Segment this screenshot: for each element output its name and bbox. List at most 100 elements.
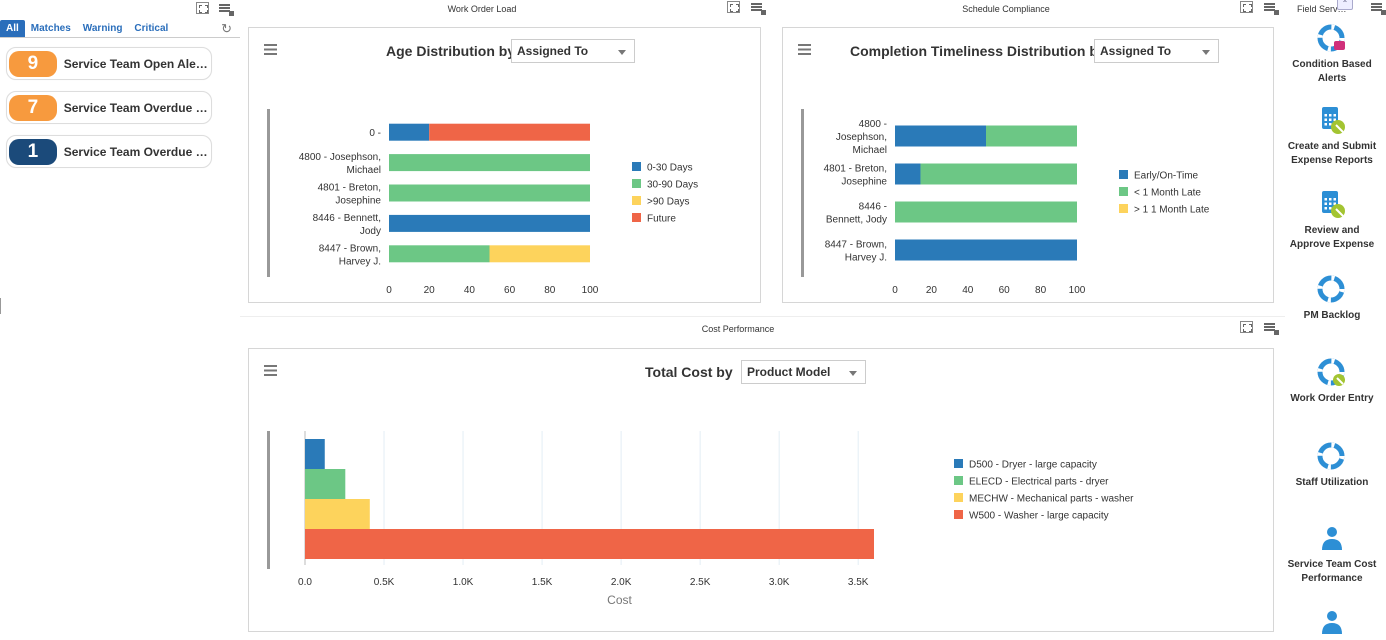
app-tile[interactable]: Service Team Cost Performance: [1285, 524, 1379, 586]
app-tile[interactable]: Staff Utilization: [1285, 442, 1379, 490]
alert-label: Service Team Open Ale…: [63, 56, 208, 71]
pane-controls: [727, 1, 766, 15]
legend-label[interactable]: Early/On-Time: [1134, 171, 1199, 182]
expand-icon[interactable]: [196, 2, 209, 14]
app-tile[interactable]: Create and Submit Expense Reports: [1285, 106, 1379, 168]
expand-icon[interactable]: [1240, 321, 1253, 333]
category-label: 4801 - Breton,: [318, 183, 381, 194]
x-tick-label: 80: [544, 285, 556, 296]
bar-segment[interactable]: [389, 184, 590, 202]
chart-axis-rule: [801, 109, 804, 277]
legend-swatch: [632, 196, 641, 205]
category-label: 8447 - Brown,: [319, 243, 381, 254]
pane-menu-icon[interactable]: [1371, 1, 1386, 15]
pane-menu-icon[interactable]: [751, 1, 766, 15]
bar-segment[interactable]: [429, 123, 590, 141]
chart-axis-rule: [267, 431, 270, 569]
bar-segment[interactable]: [895, 163, 921, 185]
tab-warning[interactable]: Warning: [82, 23, 123, 34]
alert-label: Service Team Overdue …: [63, 144, 208, 159]
pane-title-cost-performance: Cost Performance: [701, 324, 775, 334]
bar-segment[interactable]: [489, 245, 591, 263]
x-tick-label: 100: [582, 285, 599, 296]
app-tile[interactable]: Work Order Entry: [1285, 358, 1379, 406]
bar-segment[interactable]: [305, 499, 370, 529]
legend-swatch: [1119, 170, 1128, 179]
alert-card-overdue[interactable]: 7 Service Team Overdue …: [6, 91, 212, 124]
bar-segment[interactable]: [986, 125, 1077, 147]
expand-icon[interactable]: [1240, 1, 1253, 13]
bar-segment[interactable]: [389, 245, 490, 263]
refresh-icon[interactable]: ↻: [221, 21, 232, 36]
alert-card-open-alerts[interactable]: 9 Service Team Open Ale…: [6, 47, 212, 80]
bar-segment[interactable]: [389, 123, 430, 141]
chevron-down-icon: [1202, 50, 1210, 55]
alert-card-overdue-critical[interactable]: 1 Service Team Overdue …: [6, 135, 212, 168]
assigned-to-select[interactable]: Assigned To: [1094, 39, 1219, 63]
app-tile[interactable]: [1285, 608, 1379, 638]
select-value: Product Model: [747, 365, 831, 379]
chart-menu-icon[interactable]: [264, 44, 277, 55]
alerts-pane-controls: [196, 2, 234, 16]
tab-all[interactable]: All: [0, 20, 25, 37]
legend-label[interactable]: Future: [647, 214, 676, 225]
app-label: Create and Submit Expense Reports: [1287, 141, 1377, 166]
pane-title-work-order-load: Work Order Load: [447, 4, 517, 14]
x-axis-title: Cost: [607, 593, 632, 607]
bar-segment[interactable]: [305, 529, 874, 559]
app-label: Work Order Entry: [1290, 393, 1374, 404]
bar-segment[interactable]: [305, 469, 346, 499]
alerts-panel: All Matches Warning Critical ↻ 9 Service…: [0, 0, 240, 640]
category-label: 8446 - Bennett,: [313, 213, 381, 224]
x-tick-label: 60: [999, 285, 1011, 296]
expand-icon[interactable]: [727, 1, 740, 13]
bar-segment[interactable]: [389, 154, 590, 172]
select-value: Assigned To: [517, 44, 589, 58]
app-tile[interactable]: Review and Approve Expense: [1285, 190, 1379, 252]
alert-count-badge: 7: [9, 94, 57, 121]
x-tick-label: 80: [1035, 285, 1047, 296]
pane-menu-icon[interactable]: [1264, 321, 1279, 335]
category-label: 0 -: [369, 128, 381, 139]
assigned-to-select[interactable]: Assigned To: [511, 39, 635, 63]
chart-menu-icon[interactable]: [798, 44, 811, 55]
product-model-select[interactable]: Product Model: [741, 360, 866, 384]
app-tile[interactable]: PM Backlog: [1285, 275, 1379, 323]
legend-label[interactable]: >90 Days: [647, 197, 690, 208]
calculator-icon: [1322, 191, 1345, 218]
x-tick-label: 0: [892, 285, 898, 296]
resize-handle[interactable]: [0, 298, 1, 314]
bar-segment[interactable]: [895, 125, 986, 147]
x-tick-label: 60: [504, 285, 516, 296]
bar-segment[interactable]: [895, 239, 1077, 261]
age-distribution-plot: 0 - 4800 - Josephson, Michael 4801 - Breton…: [267, 109, 698, 302]
legend-label[interactable]: < 1 Month Late: [1134, 188, 1201, 199]
legend-label[interactable]: MECHW - Mechanical parts - washer: [969, 494, 1134, 505]
legend-label[interactable]: 0-30 Days: [647, 163, 693, 174]
bar-segment[interactable]: [389, 214, 590, 232]
legend-label[interactable]: ELECD - Electrical parts - dryer: [969, 477, 1109, 488]
bar-segment[interactable]: [895, 201, 1077, 223]
pane-menu-icon[interactable]: [219, 2, 234, 16]
bar-segment[interactable]: [305, 439, 325, 469]
chart-menu-icon[interactable]: [264, 365, 277, 376]
legend-label[interactable]: W500 - Washer - large capacity: [969, 511, 1109, 522]
app-tile[interactable]: Condition Based Alerts: [1285, 24, 1379, 86]
alert-count-badge: 9: [9, 50, 57, 77]
pane-menu-icon[interactable]: [1264, 1, 1279, 15]
tab-critical[interactable]: Critical: [134, 23, 169, 34]
legend-label[interactable]: 30-90 Days: [647, 180, 698, 191]
legend-label[interactable]: D500 - Dryer - large capacity: [969, 460, 1097, 471]
collapse-icon[interactable]: ⌃: [1337, 0, 1353, 10]
completion-timeliness-chart-card: Completion Timeliness Distribution by As…: [782, 27, 1274, 303]
x-tick-label: 0.5K: [374, 577, 395, 588]
x-tick-label: 20: [424, 285, 436, 296]
x-axis-title: Aging %: [467, 301, 512, 302]
chart-heading: Total Cost by: [645, 364, 733, 380]
legend-label[interactable]: > 1 1 Month Late: [1134, 205, 1210, 216]
pane-title-field-service: Field Serv…: [1297, 4, 1347, 14]
category-label: 4800 - Josephson,: [299, 152, 381, 163]
bar-segment[interactable]: [920, 163, 1077, 185]
legend-swatch: [632, 162, 641, 171]
tab-matches[interactable]: Matches: [30, 23, 71, 34]
